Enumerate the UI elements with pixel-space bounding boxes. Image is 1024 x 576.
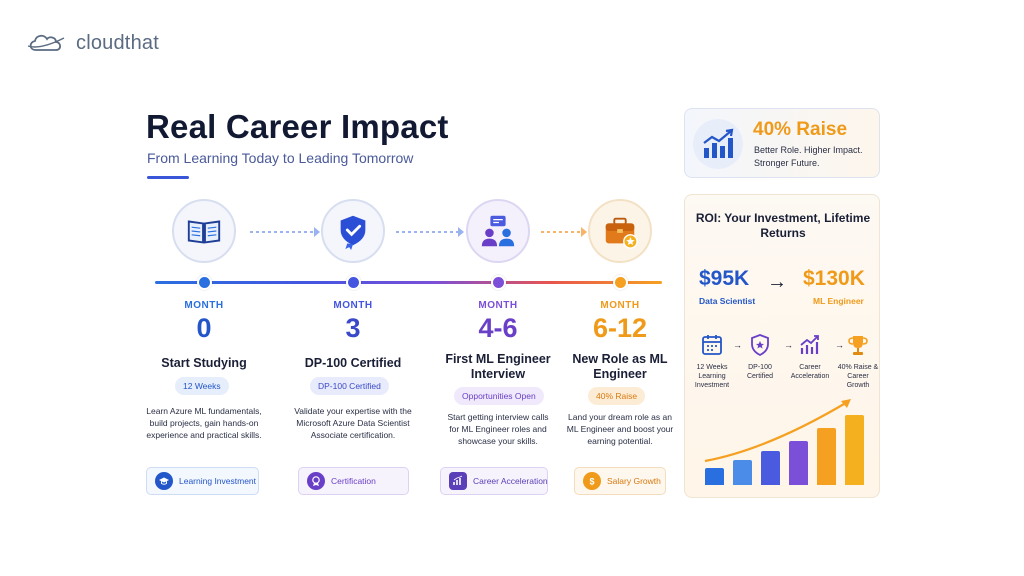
tag-label: Certification <box>331 476 376 486</box>
stage-3-description: Land your dream role as an ML Engineer a… <box>566 412 674 446</box>
stage-0-pill: 12 Weeks <box>175 377 229 395</box>
stage-3-pill: 40% Raise <box>588 387 646 405</box>
stage-0-month: 0 <box>196 313 212 343</box>
stage-1-description: Validate your expertise with the Microso… <box>294 406 412 440</box>
raise-title: 40% Raise <box>753 119 848 140</box>
tag-label: Career Acceleration <box>473 476 548 486</box>
tag-salary-growth[interactable]: $ Salary Growth <box>574 467 666 495</box>
interview-icon <box>481 215 515 247</box>
tag-certification[interactable]: Certification <box>298 467 409 495</box>
briefcase-star-icon <box>605 217 638 249</box>
stage-1-month: 3 <box>345 313 361 343</box>
roi-title: ROI: Your Investment, Lifetime Returns <box>695 211 871 240</box>
stage-1-pill: DP-100 Certified <box>310 377 389 395</box>
bar-growth-icon <box>703 128 734 158</box>
raise-icon-circle <box>693 119 743 169</box>
connector-arrow-1 <box>314 227 320 237</box>
shield-check-icon <box>340 215 366 250</box>
roi-step-raise: 40% Raise & Career Growth <box>837 333 879 390</box>
stage-3-month: 6-12 <box>592 313 648 343</box>
cloud-logo-icon <box>27 34 65 51</box>
tag-career-acceleration[interactable]: Career Acceleration <box>440 467 548 495</box>
dollar-icon: $ <box>583 472 601 490</box>
badge-icon <box>307 472 325 490</box>
stage-1-icon-circle <box>321 199 385 263</box>
connector-3 <box>541 231 581 233</box>
roi-step-label: Career Acceleration <box>790 364 830 380</box>
timeline-line <box>155 281 662 284</box>
stage-1-dot <box>346 275 361 290</box>
roi-step-learning: 12 Weeks Learning Investment <box>691 333 733 390</box>
stage-2-description: Start getting interview calls for ML Eng… <box>447 412 549 446</box>
growth-bar <box>817 428 836 485</box>
stage-0-month-label: MONTH <box>184 300 224 311</box>
stage-2-pill: Opportunities Open <box>454 387 544 405</box>
stage-3-month-label: MONTH <box>600 300 640 311</box>
stage-2-icon-circle <box>466 199 530 263</box>
growth-bar <box>705 468 724 485</box>
trophy-icon <box>848 336 868 355</box>
trend-arrow <box>704 399 851 463</box>
connector-arrow-3 <box>581 227 587 237</box>
roi-step-career: Career Acceleration <box>789 333 831 381</box>
step-arrow-2: → <box>784 340 793 350</box>
growth-chart-icon <box>800 335 819 354</box>
stage-0-dot <box>197 275 212 290</box>
stage-2-dot <box>491 275 506 290</box>
raise-card: 40% Raise Better Role. Higher Impact. St… <box>684 108 880 178</box>
open-book-icon <box>187 220 221 244</box>
graduation-cap-icon <box>155 472 173 490</box>
tag-label: Learning Investment <box>179 476 257 486</box>
connector-1 <box>250 231 314 233</box>
stage-3-icon-circle <box>588 199 652 263</box>
role-to: ML Engineer <box>813 296 864 306</box>
salary-arrow: → <box>767 271 787 293</box>
salary-from: $95K <box>699 267 750 290</box>
roi-step-certified: DP-100 Certified <box>739 333 781 381</box>
roi-step-label: 40% Raise & Career Growth <box>837 364 879 389</box>
connector-2 <box>396 231 458 233</box>
stage-2-month-label: MONTH <box>478 300 518 311</box>
svg-text:$: $ <box>589 477 594 487</box>
growth-bar <box>789 441 808 485</box>
growth-bar <box>845 415 864 485</box>
step-arrow-3: → <box>835 340 844 350</box>
page-subtitle: From Learning Today to Leading Tomorrow <box>147 150 414 166</box>
stage-0-icon-circle <box>172 199 236 263</box>
stage-1-title: DP-100 Certified <box>304 356 402 370</box>
growth-chart-icon <box>449 472 467 490</box>
tag-learning-investment[interactable]: Learning Investment <box>146 467 259 495</box>
growth-bars <box>699 399 869 485</box>
stage-0-title: Start Studying <box>161 356 247 370</box>
connector-arrow-2 <box>458 227 464 237</box>
stage-0-description: Learn Azure ML fundamentals, build proje… <box>146 406 262 440</box>
shield-icon <box>751 334 769 357</box>
growth-bar <box>761 451 780 485</box>
roi-step-label: DP-100 Certified <box>746 364 774 380</box>
stage-2-title: First ML Engineer Interview <box>445 352 551 381</box>
roi-card: ROI: Your Investment, Lifetime Returns $… <box>684 194 880 498</box>
page-title: Real Career Impact <box>146 108 449 145</box>
logo-text: cloudthat <box>76 31 159 54</box>
title-underline <box>147 176 189 179</box>
salary-to: $130K <box>803 267 865 290</box>
brand-logo[interactable]: cloudthat <box>26 30 159 56</box>
growth-bar <box>733 460 752 485</box>
role-from: Data Scientist <box>699 296 756 306</box>
roi-step-label: 12 Weeks Learning Investment <box>694 364 730 389</box>
stage-3-dot <box>613 275 628 290</box>
calendar-icon <box>702 335 722 355</box>
tag-label: Salary Growth <box>607 476 661 486</box>
stage-1-month-label: MONTH <box>333 300 373 311</box>
stage-2-month: 4-6 <box>478 313 518 343</box>
step-arrow-1: → <box>733 340 742 350</box>
raise-description: Better Role. Higher Impact. Stronger Fut… <box>754 145 863 168</box>
stage-3-title: New Role as ML Engineer <box>572 352 668 381</box>
